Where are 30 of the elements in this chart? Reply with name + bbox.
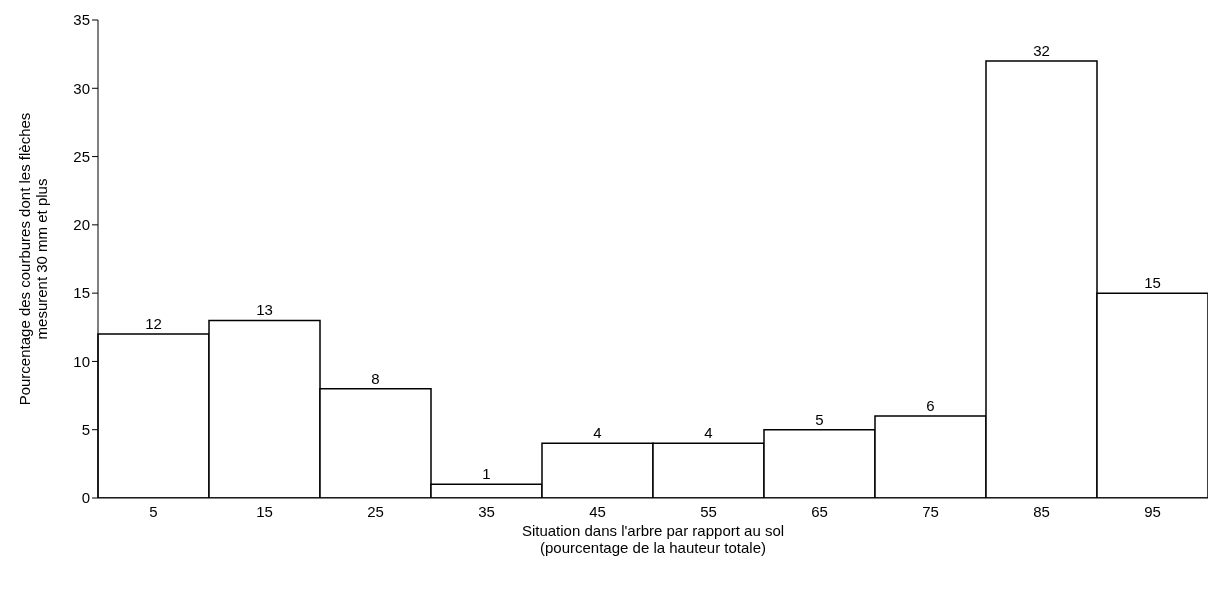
x-tick-label: 35 [478, 502, 495, 520]
x-tick-label: 25 [367, 502, 384, 520]
x-tick-label: 45 [589, 502, 606, 520]
x-tick-label: 95 [1144, 502, 1161, 520]
data-label: 15 [1144, 274, 1161, 292]
data-label: 6 [926, 397, 935, 415]
data-label: 32 [1033, 41, 1050, 59]
x-tick-label: 65 [811, 502, 828, 520]
y-tick-label: 5 [81, 421, 90, 439]
y-tick-label: 25 [73, 147, 90, 165]
y-tick-label: 10 [73, 352, 90, 370]
y-tick-label: 35 [73, 11, 90, 29]
y-tick-label: 15 [73, 284, 90, 302]
data-label: 8 [371, 369, 380, 387]
data-label: 5 [815, 410, 824, 428]
x-axis-title: Situation dans l'arbre par rapport au sol (pourcentage de la hauteur totale) [521, 522, 785, 556]
data-label: 4 [704, 424, 713, 442]
x-tick-label: 15 [256, 502, 273, 520]
x-tick-label: 5 [149, 502, 158, 520]
x-tick-label: 75 [922, 502, 939, 520]
data-label: 4 [593, 424, 602, 442]
x-tick-label: 85 [1033, 502, 1050, 520]
x-tick-label: 55 [700, 502, 717, 520]
y-tick-label: 30 [73, 79, 90, 97]
data-label: 13 [256, 301, 273, 319]
data-label: 1 [482, 465, 491, 483]
data-label: 12 [145, 315, 162, 333]
y-tick-label: 0 [81, 489, 90, 507]
y-axis-title: Pourcentage des courbures dont les flèches mesurent 30 mm et plus [16, 112, 50, 406]
y-tick-label: 20 [73, 216, 90, 234]
